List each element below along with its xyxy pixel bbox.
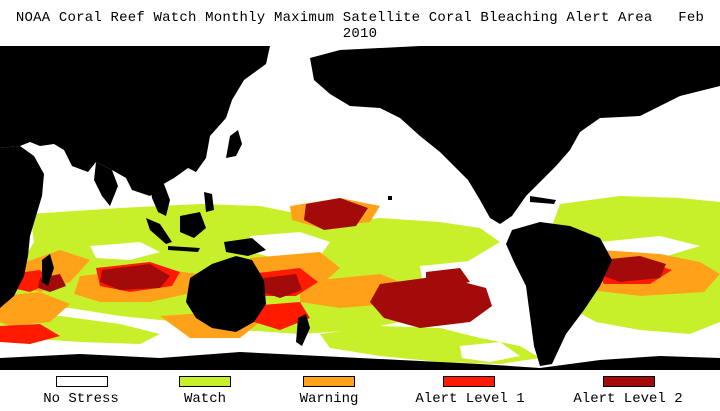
legend-swatch-watch [179, 376, 231, 387]
map-title: NOAA Coral Reef Watch Monthly Maximum Sa… [0, 10, 720, 42]
land-iceland [16, 88, 36, 100]
land-greenland [600, 46, 690, 92]
title-text: NOAA Coral Reef Watch Monthly Maximum Sa… [15, 10, 653, 26]
land-borneo [180, 212, 206, 238]
land-cuba [530, 196, 556, 204]
land-antarctica [0, 352, 720, 370]
legend-swatch-no-stress [56, 376, 108, 387]
land-hawaii [388, 196, 392, 200]
land-india [94, 162, 118, 206]
land-new-zealand [296, 314, 310, 346]
title-date: Feb 2010 [342, 10, 705, 42]
land-japan [226, 130, 242, 158]
land-java [168, 246, 200, 252]
land-north-america [310, 46, 720, 224]
land [0, 46, 720, 370]
legend-swatch-alert-level-2 [603, 376, 655, 387]
legend-label-watch: Watch [183, 391, 227, 407]
land-new-guinea [224, 238, 266, 256]
land-eurasia-west [0, 46, 270, 196]
land-south-america [506, 222, 612, 366]
land-africa [0, 146, 44, 308]
legend: No Stress Watch Warning Alert Level 1 Al… [0, 376, 720, 410]
legend-label-no-stress: No Stress [43, 391, 119, 407]
legend-swatch-alert-level-1 [443, 376, 495, 387]
land-madagascar [42, 254, 54, 286]
land-sumatra [146, 218, 172, 244]
alert2-zones [3, 56, 666, 328]
land-indochina [150, 184, 170, 216]
legend-label-warning: Warning [299, 391, 359, 407]
land-australia [186, 256, 266, 332]
legend-swatch-warning [303, 376, 355, 387]
legend-label-alert-level-1: Alert Level 1 [415, 391, 525, 407]
legend-label-alert-level-2: Alert Level 2 [573, 391, 683, 407]
bleaching-alert-map [0, 46, 720, 370]
land-philippines [204, 192, 214, 212]
